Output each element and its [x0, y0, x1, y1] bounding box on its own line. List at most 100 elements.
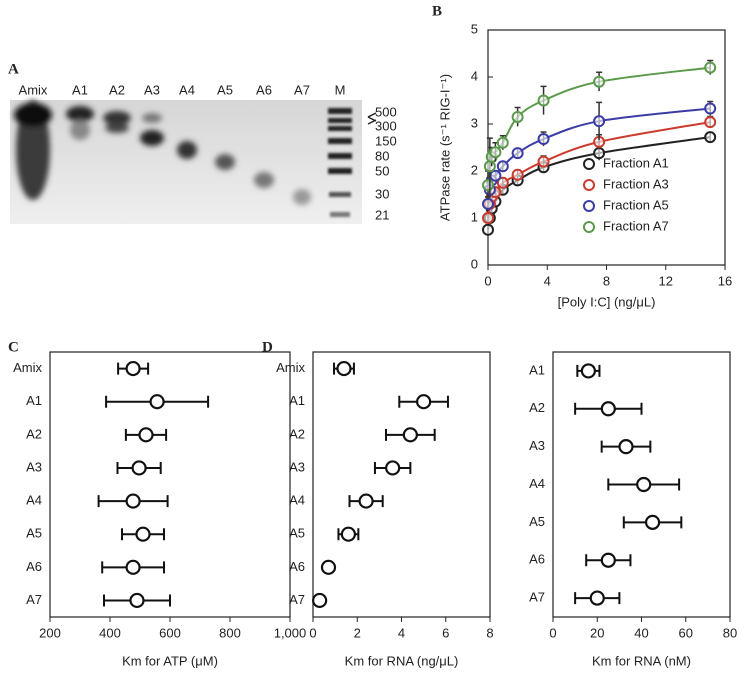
lane-label: A7: [294, 82, 310, 97]
data-point: [482, 179, 494, 192]
y-tick-label: 2: [471, 162, 478, 177]
data-point: [129, 592, 145, 609]
x-tick-label: 2: [354, 625, 361, 640]
x-axis-label: Km for RNA (ng/μL): [345, 653, 459, 668]
data-point: [149, 394, 165, 410]
x-tick-label: 16: [718, 273, 732, 288]
data-point: [489, 146, 502, 159]
y-tick-label: 1: [471, 209, 478, 224]
category-label: A6: [529, 552, 545, 567]
marker-size-label: 500: [375, 104, 397, 119]
x-tick-label: 20: [590, 625, 604, 640]
category-label: A3: [26, 459, 42, 474]
data-point: [537, 94, 550, 107]
data-point: [618, 439, 634, 455]
data-point: [496, 176, 509, 189]
x-tick-label: 40: [634, 625, 648, 640]
lane-label: A2: [109, 82, 125, 97]
data-point: [511, 168, 524, 181]
category-label: A1: [529, 362, 545, 377]
x-tick-label: 0: [309, 625, 316, 640]
data-point: [336, 360, 352, 377]
category-label: Amix: [276, 360, 305, 375]
legend-marker: [583, 200, 595, 212]
legend-label: Fraction A5: [603, 197, 669, 212]
x-tick-label: 80: [723, 625, 737, 640]
x-tick-label: 60: [679, 625, 693, 640]
lane-label: Amix: [19, 82, 48, 97]
data-point: [537, 155, 550, 168]
data-point: [135, 526, 151, 542]
data-point: [511, 110, 524, 123]
data-point: [489, 169, 502, 182]
category-label: A7: [26, 592, 42, 607]
data-point: [125, 360, 141, 377]
data-point: [636, 476, 652, 493]
panel-letter: D: [262, 339, 273, 355]
x-tick-label: 0: [484, 273, 491, 288]
category-label: A4: [26, 493, 42, 508]
data-point: [482, 197, 494, 210]
data-point: [496, 136, 509, 149]
data-point: [537, 133, 550, 146]
panel-letter: C: [8, 339, 19, 355]
x-tick-label: 600: [159, 625, 181, 640]
data-point: [704, 131, 717, 144]
data-point: [416, 394, 432, 410]
lane-label: A5: [217, 82, 233, 97]
data-point: [358, 493, 374, 509]
category-label: A5: [289, 526, 305, 541]
marker-size-label: 80: [375, 148, 389, 163]
x-tick-label: 1,000: [274, 625, 307, 640]
data-point: [125, 493, 141, 509]
data-point: [593, 115, 606, 128]
data-point: [704, 116, 717, 129]
x-tick-label: 400: [99, 625, 121, 640]
data-point: [600, 552, 616, 568]
legend-marker: [583, 158, 595, 170]
category-label: A3: [529, 438, 545, 453]
category-label: A1: [289, 393, 305, 408]
category-label: A1: [26, 393, 42, 408]
y-tick-label: 5: [471, 21, 478, 36]
legend-label: Fraction A7: [603, 218, 669, 233]
x-axis-label: Km for RNA (nM): [592, 653, 691, 668]
data-point: [402, 427, 418, 443]
data-point: [580, 363, 597, 379]
data-point: [482, 212, 494, 224]
data-point: [483, 160, 496, 173]
category-label: A2: [529, 400, 545, 415]
data-point: [385, 460, 401, 476]
y-tick-label: 4: [471, 68, 478, 83]
data-point: [704, 102, 717, 115]
data-point: [600, 401, 616, 417]
x-axis-label: [Poly I:C] (ng/μL): [558, 294, 656, 309]
category-label: A4: [289, 493, 305, 508]
legend-marker: [583, 221, 595, 233]
panel-letter: A: [8, 61, 19, 77]
category-label: A2: [26, 426, 42, 441]
gel-image: [10, 100, 377, 224]
legend-label: Fraction A3: [603, 176, 669, 191]
x-tick-label: 4: [398, 625, 405, 640]
data-point: [125, 559, 141, 575]
marker-size-label: 50: [375, 163, 389, 178]
lane-label: M: [335, 82, 346, 97]
y-tick-label: 0: [471, 256, 478, 271]
panel-letter: B: [432, 3, 442, 19]
category-label: Amix: [13, 360, 42, 375]
data-point: [340, 526, 356, 542]
category-label: A5: [529, 514, 545, 529]
x-tick-label: 12: [659, 273, 673, 288]
x-tick-label: 800: [219, 625, 241, 640]
y-axis-label: ATPase rate (s⁻¹ RIG-I⁻¹): [437, 74, 452, 221]
x-tick-label: 4: [544, 273, 551, 288]
marker-size-label: 150: [375, 133, 397, 148]
lane-label: A3: [144, 82, 160, 97]
category-label: A7: [529, 590, 545, 605]
lane-label: A4: [179, 82, 195, 97]
y-tick-label: 3: [471, 115, 478, 130]
marker-size-label: 21: [375, 207, 389, 222]
